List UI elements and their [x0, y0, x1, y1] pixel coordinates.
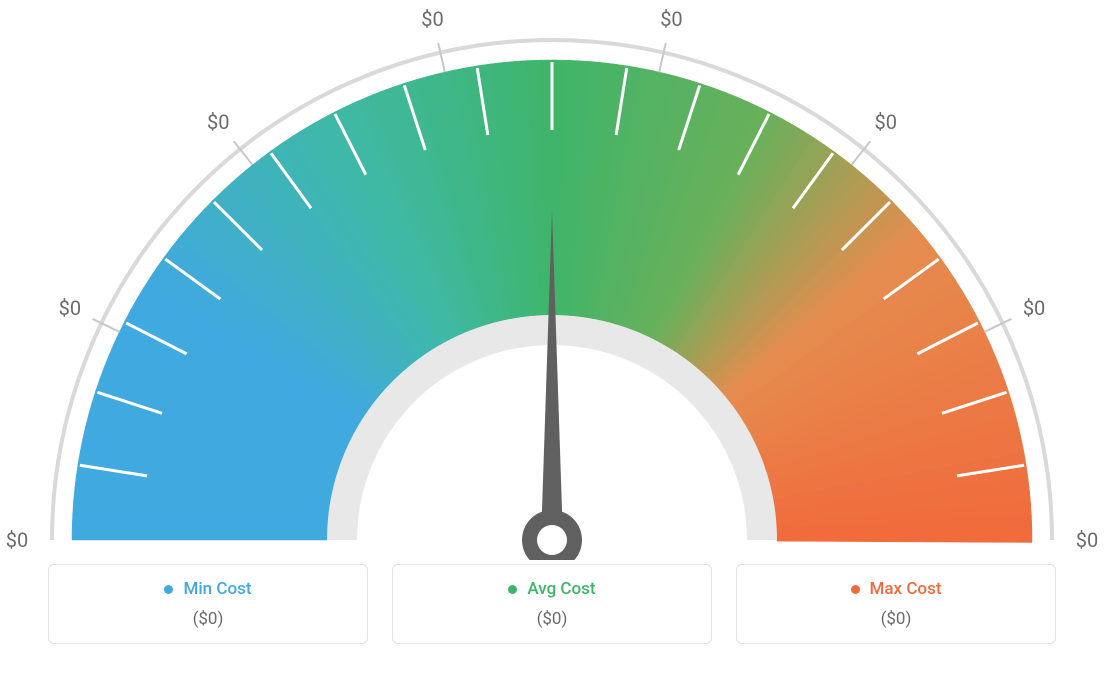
gauge-tick-label: $0 [1076, 528, 1098, 552]
legend-value: ($0) [69, 609, 347, 629]
legend-value: ($0) [413, 609, 691, 629]
gauge-tick-label: $0 [875, 110, 897, 134]
legend-label: Max Cost [870, 579, 942, 599]
legend-dot-avg [508, 585, 517, 594]
legend-card-max: Max Cost ($0) [736, 564, 1056, 644]
legend-label-row: Max Cost [757, 579, 1035, 599]
legend-label-row: Min Cost [69, 579, 347, 599]
gauge-tick-label: $0 [207, 110, 229, 134]
legend-label-row: Avg Cost [413, 579, 691, 599]
gauge-chart: $0 $0 $0 $0 $0 $0 $0 $0 [0, 0, 1104, 560]
gauge-tick-label: $0 [59, 296, 81, 320]
gauge-tick-label: $0 [660, 7, 682, 31]
legend-dot-max [851, 585, 860, 594]
legend-value: ($0) [757, 609, 1035, 629]
legend-card-avg: Avg Cost ($0) [392, 564, 712, 644]
legend-label: Avg Cost [527, 579, 595, 599]
legend-row: Min Cost ($0) Avg Cost ($0) Max Cost ($0) [0, 564, 1104, 644]
gauge-svg [0, 0, 1104, 560]
legend-dot-min [164, 585, 173, 594]
gauge-tick-label: $0 [6, 528, 28, 552]
legend-label: Min Cost [183, 579, 251, 599]
gauge-tick-label: $0 [421, 7, 443, 31]
legend-card-min: Min Cost ($0) [48, 564, 368, 644]
gauge-tick-label: $0 [1023, 296, 1045, 320]
